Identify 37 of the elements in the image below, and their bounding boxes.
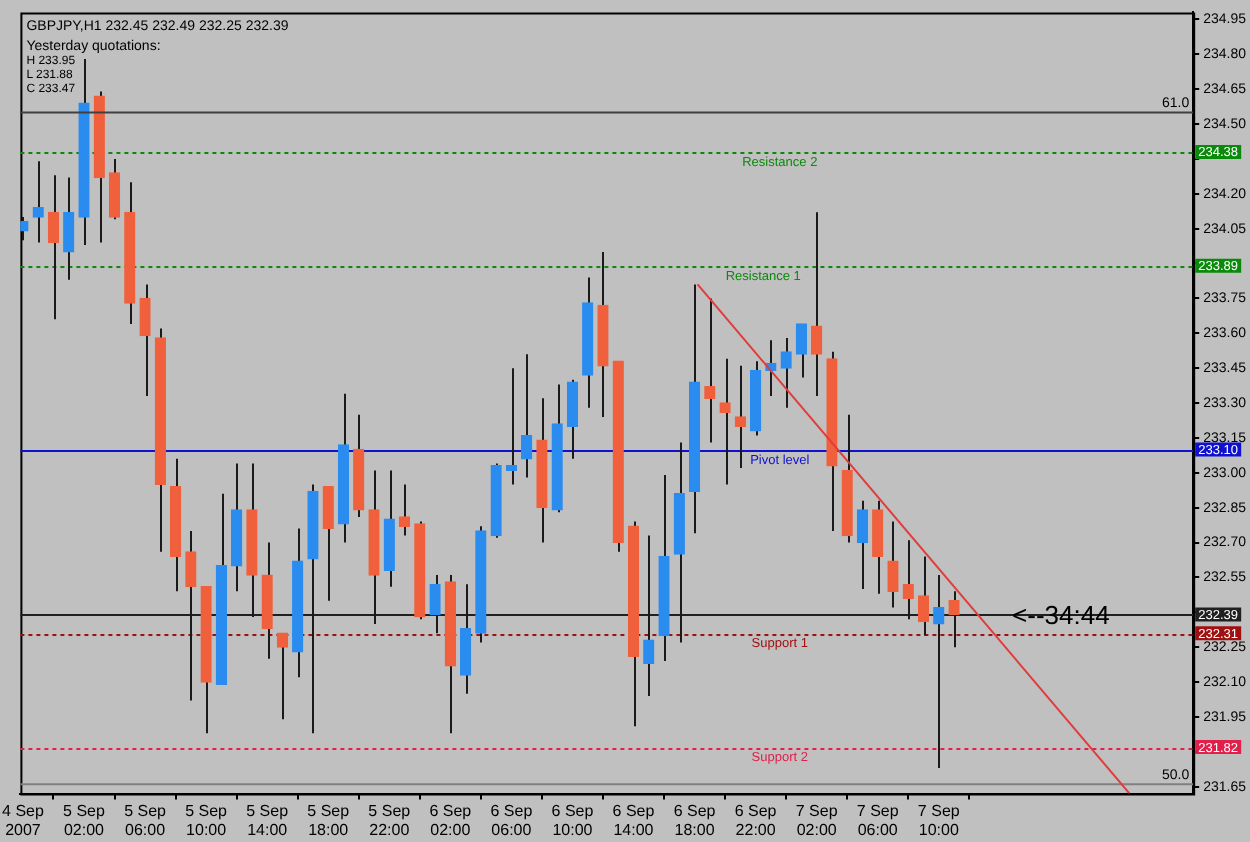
- x-tick-label: 7 Sep 06:00: [856, 801, 900, 839]
- x-tick-label: 5 Sep 06:00: [124, 801, 168, 839]
- x-tick-label: 6 Sep 14:00: [612, 801, 656, 839]
- x-tick-label: 6 Sep 22:00: [734, 801, 778, 839]
- candlestick: [521, 353, 533, 479]
- candlestick: [108, 157, 121, 221]
- candlestick: [719, 357, 731, 486]
- candlestick: [734, 364, 747, 470]
- candlestick: [704, 297, 716, 444]
- candlestick: [32, 160, 44, 244]
- candlestick: [780, 336, 792, 409]
- x-tick-label: 6 Sep 02:00: [429, 801, 473, 839]
- candlestick: [566, 378, 579, 460]
- x-tick-label: 5 Sep 02:00: [63, 801, 107, 839]
- x-tick-label: 6 Sep 18:00: [673, 801, 717, 839]
- x-tick-label: 5 Sep 14:00: [246, 801, 290, 839]
- candlestick: [322, 485, 334, 602]
- x-tick-label: 7 Sep 10:00: [917, 801, 961, 839]
- candlestick: [276, 632, 289, 721]
- x-tick-label: 5 Sep 22:00: [368, 801, 412, 839]
- candlestick: [398, 483, 411, 537]
- x-tick-label: 4 Sep 2007: [2, 801, 45, 839]
- candlestick: [63, 176, 75, 281]
- candlestick: [887, 520, 899, 609]
- candlestick: [47, 174, 60, 321]
- candlestick: [139, 283, 151, 398]
- x-tick-label: 5 Sep 18:00: [307, 801, 351, 839]
- candlestick: [856, 499, 869, 590]
- candlestick: [811, 211, 823, 398]
- candlestick: [505, 367, 518, 486]
- candlestick: [872, 499, 884, 595]
- x-tick-label: 7 Sep 02:00: [795, 801, 839, 839]
- candlestick: [20, 216, 29, 242]
- x-tick-label: 5 Sep 10:00: [185, 801, 229, 839]
- x-tick-label: 6 Sep 10:00: [551, 801, 595, 839]
- x-tick-label: 6 Sep 06:00: [490, 801, 534, 839]
- candlestick: [795, 322, 808, 379]
